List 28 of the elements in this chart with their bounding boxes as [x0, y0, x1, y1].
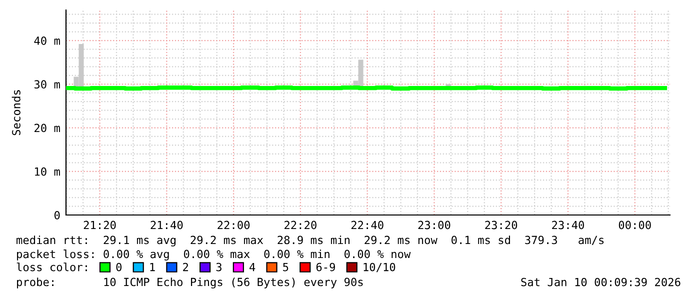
- legend-label: 6-9: [316, 262, 336, 272]
- x-tick-label: 23:40: [552, 220, 584, 230]
- y-tick-label: 0: [54, 211, 60, 220]
- text: median rtt: 29.1 ms avg 29.2 ms max 28.9 ms min 29.2 ms now 0.1 ms sd 379.3 am/s: [16, 236, 604, 246]
- y-tick-label: 10 m: [35, 167, 60, 176]
- text: probe: 10 ICMP Echo Pings (56 Bytes) every 90s: [17, 278, 363, 288]
- x-tick-label: 00:00: [618, 220, 651, 230]
- legend-label: 10/10: [364, 262, 396, 272]
- x-tick-label: 21:40: [150, 220, 183, 230]
- text: Sat Jan 10 00:09:39 2026: [521, 278, 680, 286]
- x-tick-label: 23:00: [418, 220, 450, 230]
- legend-label: 0: [116, 262, 122, 272]
- y-tick-label: 30 m: [34, 80, 60, 89]
- y-tick-label: 20 m: [34, 124, 60, 132]
- legend-label: 1: [150, 262, 155, 272]
- legend-title: loss color:: [16, 262, 87, 272]
- legend-label: 5: [283, 262, 288, 272]
- legend-label: 4: [250, 262, 256, 272]
- y-tick-label: 40 m: [34, 36, 60, 45]
- legend-label: 3: [216, 262, 222, 272]
- y-axis-title: Seconds: [12, 90, 20, 136]
- x-tick-label: 22:00: [218, 220, 250, 230]
- x-tick-label: 23:20: [485, 220, 518, 230]
- legend-label: 2: [183, 262, 188, 272]
- x-tick-label: 22:40: [351, 220, 384, 230]
- x-tick-label: 21:20: [84, 220, 116, 230]
- x-tick-label: 22:20: [284, 220, 316, 230]
- text: packet loss: 0.00 % avg 0.00 % max 0.00 % min 0.00 % now: [17, 250, 411, 260]
